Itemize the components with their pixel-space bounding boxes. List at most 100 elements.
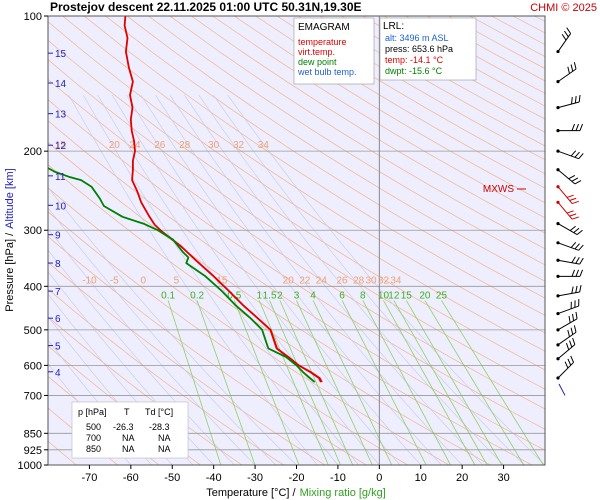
mxws-label: MXWS [483,184,514,195]
y-tick-label: 300 [24,225,42,237]
wind-barb-feather [575,269,580,277]
moist-adiabat [140,94,422,465]
moist-adiabat [227,94,545,465]
wind-barb-staff [557,223,578,236]
altitude-label: 10 [55,201,67,212]
altitude-label: 9 [55,231,61,242]
wind-barb-feather [573,325,577,333]
wind-barb-dot [556,343,560,347]
series-virt-temp [154,224,323,383]
table-cell: NA [158,433,171,443]
moist-adiabat [48,186,297,465]
moist-adiabat [198,94,504,465]
dry-adiabat [148,16,545,266]
wind-barb-feather [578,153,584,160]
theta-label: 15 [55,140,67,151]
wind-barb-dot [556,185,560,189]
series-dew-point [48,167,316,383]
mixing-ratio-line [196,300,256,465]
theta-label: 22 [299,275,311,286]
wind-barb-feather [572,337,576,345]
table-header-td: Td [°C] [145,407,173,417]
dry-adiabat [62,16,545,334]
wind-barb-dot [556,106,560,110]
wind-barb-feather [567,66,570,74]
x-tick-label: -20 [289,472,305,484]
theta-label: 34 [258,140,270,151]
wind-barb-feather [570,64,574,72]
wind-barbs-column [556,27,584,396]
lrl-alt: alt: 3496 m ASL [385,33,449,43]
wind-barb-feather [574,243,580,250]
theta-label: 32 [233,140,245,151]
wind-barb-feather [566,194,574,198]
theta-label: 26 [154,140,166,151]
y-tick-label: 200 [24,146,42,158]
table-cell: 700 [86,433,101,443]
mixing-ratio-label: 15 [401,290,413,301]
moist-adiabat [126,94,401,465]
wind-barb-feather [579,257,584,265]
wind-barb-dot [556,294,560,298]
wind-barb-dot [556,129,560,133]
y-tick-label: 500 [24,325,42,337]
x-tick-label: 0 [376,472,382,484]
mixing-ratio-line [312,300,393,465]
y-tick-label: 600 [24,360,42,372]
wind-barb-feather [572,313,575,321]
mixing-ratio-label: 12 [388,290,400,301]
wind-barb-dot [556,149,560,153]
wind-barb-feather [576,229,583,236]
legend-title: EMAGRAM [298,22,350,33]
x-axis-title-temperature: Temperature [°C] / [206,487,296,499]
mixing-ratio-label: 3 [294,290,300,301]
wind-barb-dot [556,328,560,332]
x-tick-label: -50 [164,472,180,484]
value-table: p [hPa] T Td [°C] 500 -26.3 -28.3 700 NA… [71,401,189,459]
wind-barb-feather [566,210,574,214]
dry-adiabat [212,16,545,219]
wind-barb-dot [556,376,560,380]
mixing-ratio-label: 0.2 [190,290,204,301]
wind-barb-feather [578,244,584,251]
wind-barb-staff [557,150,579,160]
wind-barb-dot [556,357,560,361]
wind-barb-dot [556,258,560,262]
theta-label: 0 [140,275,146,286]
wind-barb-staff [557,242,579,251]
legend-item-temperature: temperature [298,37,347,47]
legend-item-wet-bulb: wet bulb temp. [297,67,357,77]
theta-label: 24 [316,275,328,286]
y-tick-label: 925 [24,445,42,457]
dry-adiabat [48,99,545,430]
wind-barb-feather [561,33,567,41]
altitude-label: 4 [55,368,61,379]
mixing-ratio-line [279,300,354,465]
legend: EMAGRAM temperature virt.temp. dew point… [293,17,375,85]
lrl-box: LRL: alt: 3496 m ASL press: 653.6 hPa te… [379,17,477,81]
x-tick-label: 20 [456,472,468,484]
y-tick-label: 100 [24,11,42,23]
wind-barb-dot [556,200,560,204]
x-tick-label: -10 [330,472,346,484]
wind-barb-feather [571,123,576,131]
moist-adiabat [48,207,277,465]
wind-barb-feather [575,285,578,293]
mixing-ratio-line [362,300,451,465]
wind-barb-feather [570,355,575,363]
wind-barb-feather [571,216,579,220]
wind-barb-feather [574,180,582,185]
wind-barb-feather [569,213,577,217]
dry-adiabat [48,21,545,352]
y-axis-title: Pressure [hPa] / Altitude [km] [4,168,16,311]
mixing-ratio-label: 2 [277,290,283,301]
wind-barb-staff [557,202,573,220]
y-tick-label: 1000 [18,460,42,472]
wind-barb-feather [571,256,576,263]
y-tick-label: 400 [24,281,42,293]
altitude-label: 11 [55,172,66,183]
moist-adiabat [97,94,359,465]
lrl-dwpt: dwpt: -15.6 °C [385,66,443,76]
theta-label: 20 [109,140,121,151]
table-cell: NA [122,444,135,454]
